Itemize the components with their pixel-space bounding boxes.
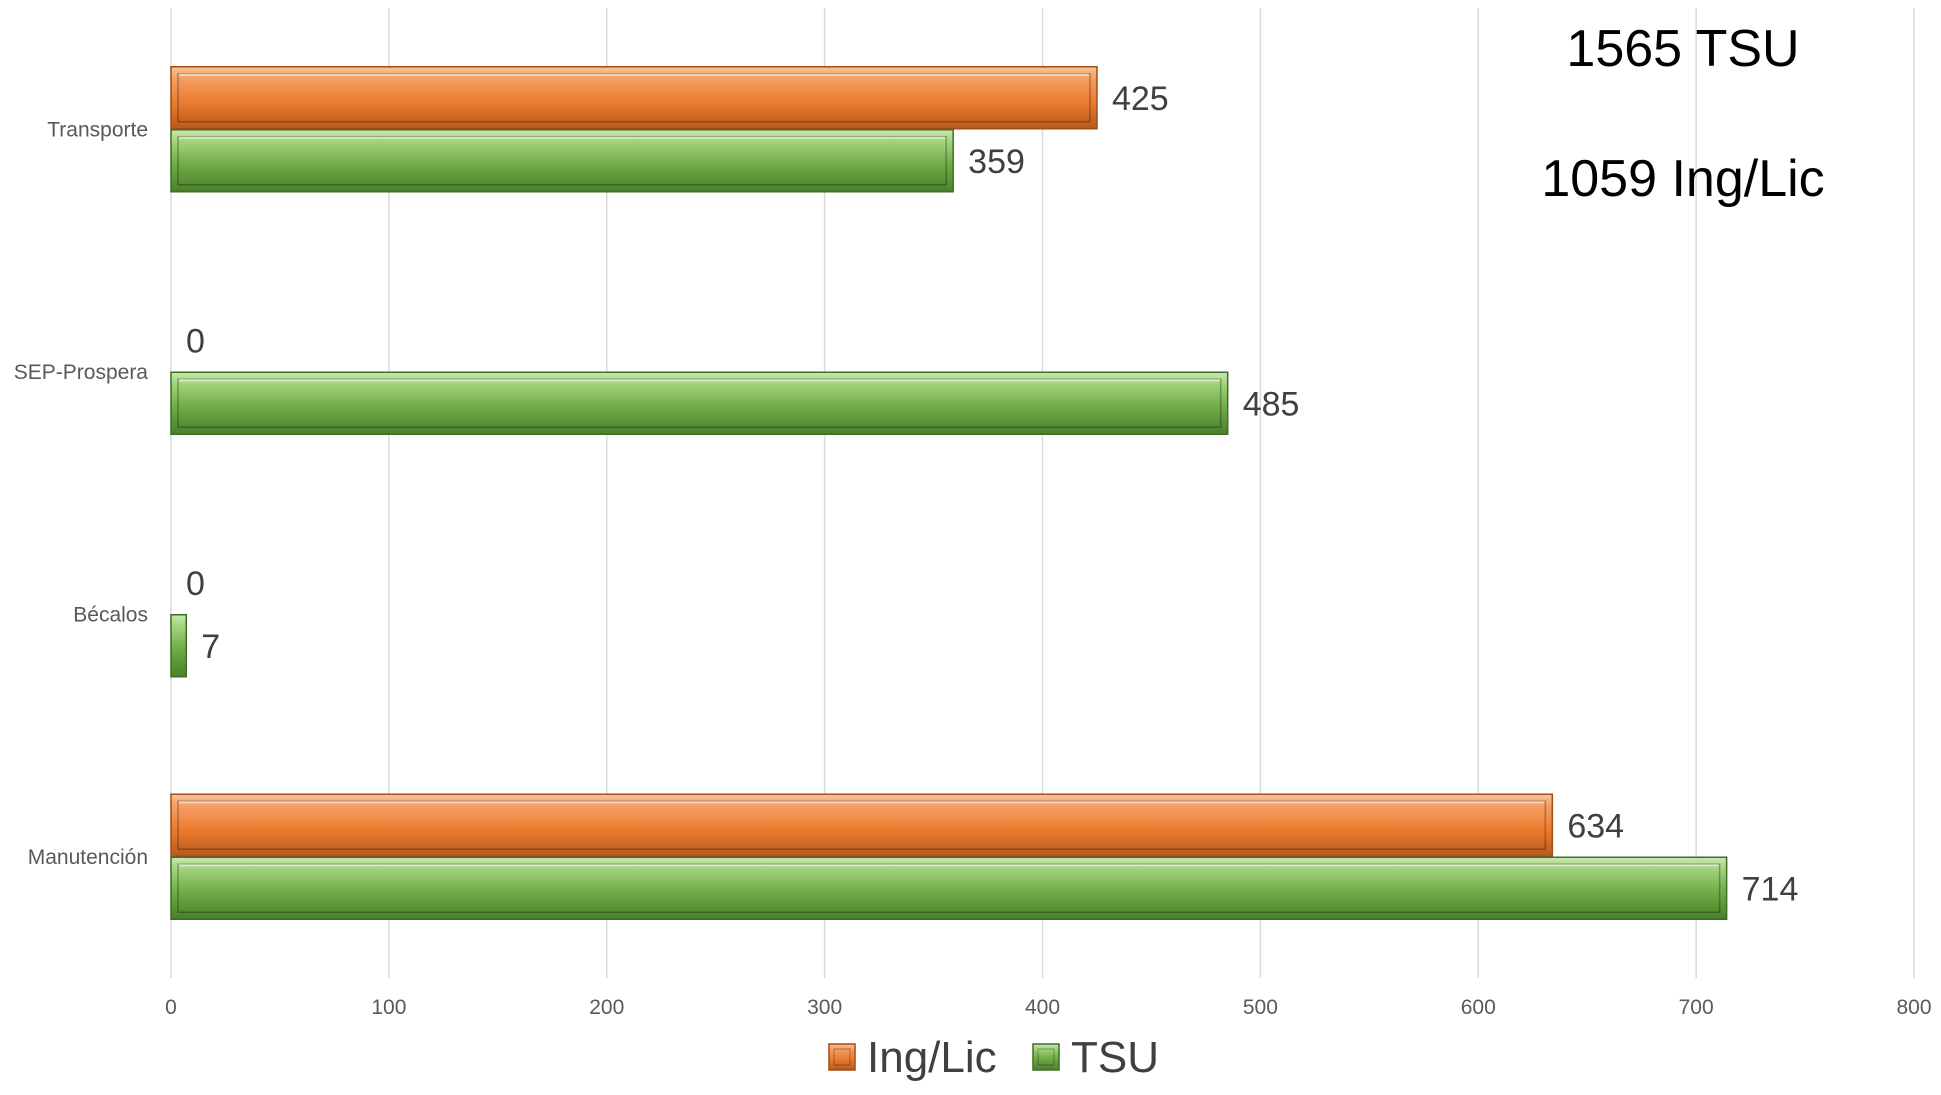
bar-body — [170, 66, 1098, 130]
data-label: 634 — [1567, 807, 1624, 845]
bar-tsu — [170, 129, 954, 193]
data-label: 0 — [186, 565, 205, 603]
x-tick-label: 100 — [371, 996, 406, 1019]
x-tick-label: 600 — [1461, 996, 1496, 1019]
category-label: Transporte — [47, 118, 148, 141]
annotation-total-tsu: 1565 TSU — [1566, 20, 1799, 78]
category-label: Manutención — [28, 846, 148, 869]
x-tick-label: 0 — [165, 996, 177, 1019]
bar-body — [170, 129, 954, 193]
legend-swatch — [1032, 1043, 1060, 1071]
legend-swatch-bevel — [833, 1048, 851, 1066]
legend-label: Ing/Lic — [867, 1033, 997, 1082]
legend-item: Ing/Lic — [828, 1033, 997, 1082]
bar-tsu — [170, 856, 1728, 920]
annotation-total-ing-lic: 1059 Ing/Lic — [1541, 150, 1824, 208]
data-label: 485 — [1243, 385, 1300, 423]
bar-tsu — [170, 614, 188, 678]
x-tick-label: 300 — [807, 996, 842, 1019]
data-label: 425 — [1112, 80, 1169, 118]
bar-body — [170, 614, 188, 678]
bar-body — [170, 371, 1229, 435]
bar-tsu — [170, 371, 1229, 435]
x-tick-label: 200 — [589, 996, 624, 1019]
legend-item: TSU — [1032, 1033, 1159, 1082]
x-tick-label: 800 — [1896, 996, 1931, 1019]
bar-ing-lic — [170, 66, 1098, 130]
category-label: Bécalos — [73, 603, 148, 626]
data-label: 359 — [968, 143, 1025, 181]
x-tick-label: 400 — [1025, 996, 1060, 1019]
bar-body — [170, 856, 1728, 920]
legend-swatch — [828, 1043, 856, 1071]
bar-ing-lic — [170, 793, 1554, 857]
legend-swatch-bevel — [1037, 1048, 1055, 1066]
x-tick-label: 700 — [1679, 996, 1714, 1019]
data-label: 7 — [201, 628, 220, 666]
data-label: 714 — [1742, 870, 1799, 908]
x-tick-label: 500 — [1243, 996, 1278, 1019]
data-label: 0 — [186, 322, 205, 360]
bar-body — [170, 793, 1554, 857]
legend-label: TSU — [1071, 1033, 1159, 1082]
category-label: SEP-Prospera — [14, 361, 149, 384]
